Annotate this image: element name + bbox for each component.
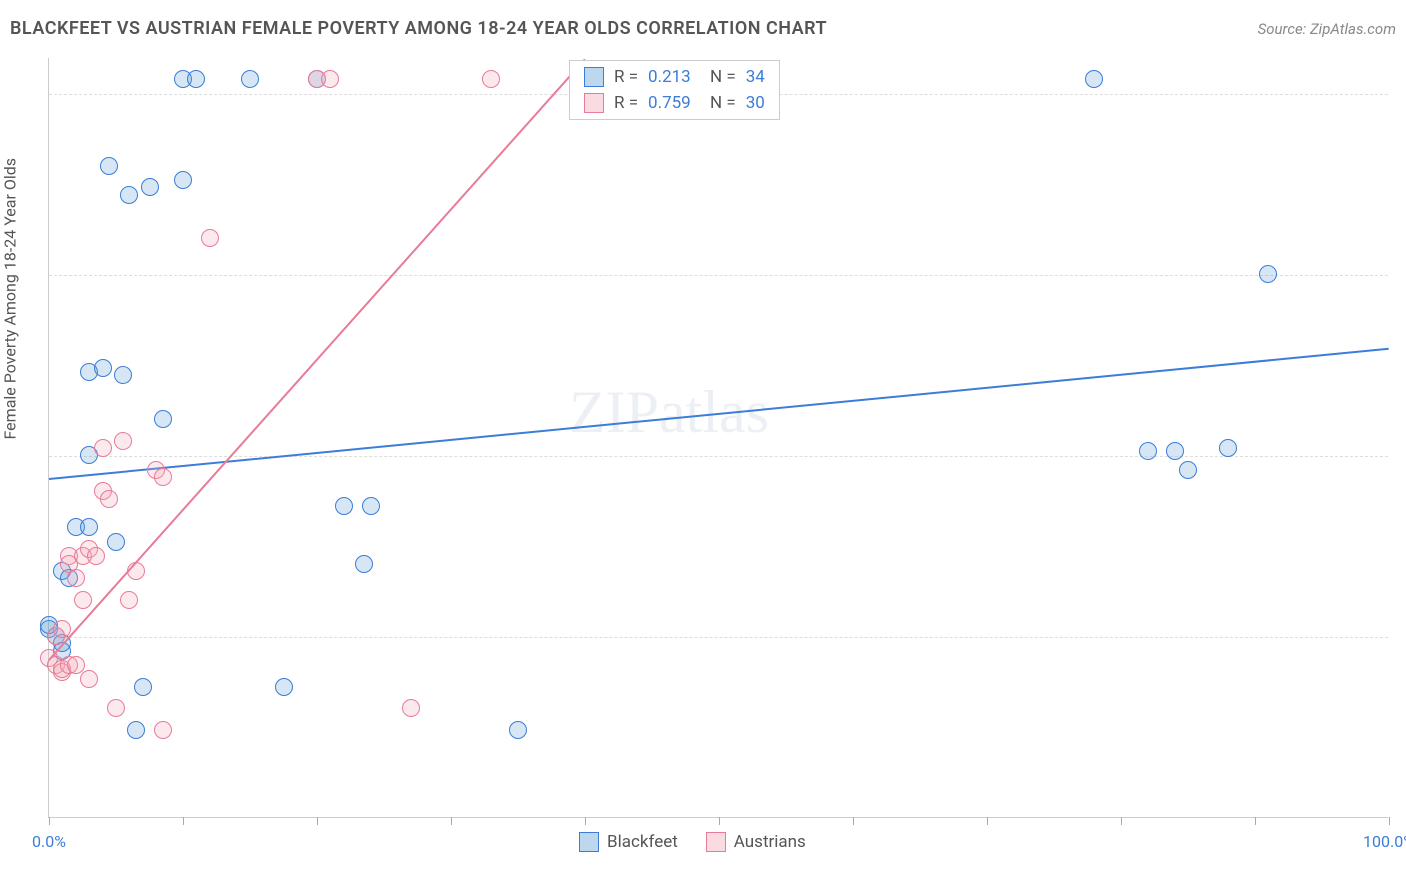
data-point [107, 699, 125, 717]
data-point [355, 555, 373, 573]
data-point [509, 721, 527, 739]
legend-swatch [584, 67, 604, 87]
x-tick-label: 100.0% [1363, 832, 1406, 851]
data-point [1259, 265, 1277, 283]
data-point [154, 721, 172, 739]
x-tick [987, 817, 988, 825]
n-label: N = [710, 67, 736, 87]
data-point [201, 229, 219, 247]
data-point [80, 518, 98, 536]
trend-line [48, 58, 585, 660]
legend-swatch [706, 832, 726, 852]
series-legend-item: Austrians [706, 832, 806, 852]
data-point [100, 157, 118, 175]
data-point [107, 533, 125, 551]
grid-line [49, 637, 1388, 638]
chart-title: BLACKFEET VS AUSTRIAN FEMALE POVERTY AMO… [10, 18, 827, 39]
data-point [94, 439, 112, 457]
x-tick-label: 0.0% [32, 832, 66, 851]
data-point [1139, 442, 1157, 460]
grid-line [49, 456, 1388, 457]
x-tick [1389, 817, 1390, 825]
data-point [94, 359, 112, 377]
data-point [362, 497, 380, 515]
y-axis-title: Female Poverty Among 18-24 Year Olds [1, 158, 20, 440]
data-point [80, 670, 98, 688]
r-value: 0.759 [648, 93, 700, 113]
series-name: Blackfeet [607, 832, 678, 852]
x-tick [585, 817, 586, 825]
x-tick [451, 817, 452, 825]
data-point [100, 490, 118, 508]
legend-swatch [584, 93, 604, 113]
source-label: Source: ZipAtlas.com [1258, 20, 1396, 38]
data-point [114, 366, 132, 384]
data-point [120, 186, 138, 204]
data-point [120, 591, 138, 609]
data-point [187, 70, 205, 88]
data-point [1179, 461, 1197, 479]
data-point [141, 178, 159, 196]
data-point [1219, 439, 1237, 457]
data-point [321, 70, 339, 88]
legend-swatch [579, 832, 599, 852]
correlation-legend-row: R = 0.213 N = 34 [584, 67, 765, 87]
data-point [1166, 442, 1184, 460]
data-point [154, 410, 172, 428]
data-point [154, 468, 172, 486]
data-point [67, 656, 85, 674]
x-tick [49, 817, 50, 825]
data-point [74, 591, 92, 609]
plot-area: ZIPatlas 25.0%50.0%75.0%100.0%0.0%100.0%… [48, 58, 1388, 818]
x-tick [853, 817, 854, 825]
data-point [402, 699, 420, 717]
series-name: Austrians [734, 832, 806, 852]
n-value: 30 [746, 93, 765, 113]
data-point [1085, 70, 1103, 88]
r-label: R = [614, 93, 638, 113]
data-point [482, 70, 500, 88]
x-tick [317, 817, 318, 825]
correlation-legend-row: R = 0.759 N = 30 [584, 93, 765, 113]
data-point [114, 432, 132, 450]
n-value: 34 [746, 67, 765, 87]
data-point [67, 569, 85, 587]
r-label: R = [614, 67, 638, 87]
grid-line [49, 275, 1388, 276]
data-point [127, 721, 145, 739]
series-legend-item: Blackfeet [579, 832, 678, 852]
data-point [241, 70, 259, 88]
data-point [174, 171, 192, 189]
r-value: 0.213 [648, 67, 700, 87]
data-point [335, 497, 353, 515]
x-tick [1255, 817, 1256, 825]
correlation-legend: R = 0.213 N = 34 R = 0.759 N = 30 [569, 60, 780, 120]
y-tick-label: 75.0% [1398, 266, 1406, 285]
y-tick-label: 50.0% [1398, 447, 1406, 466]
x-tick [183, 817, 184, 825]
data-point [275, 678, 293, 696]
chart-header: BLACKFEET VS AUSTRIAN FEMALE POVERTY AMO… [10, 18, 1396, 39]
x-tick [1121, 817, 1122, 825]
y-tick-label: 100.0% [1398, 85, 1406, 104]
x-tick [719, 817, 720, 825]
data-point [134, 678, 152, 696]
data-point [87, 547, 105, 565]
series-legend: Blackfeet Austrians [579, 832, 806, 852]
n-label: N = [710, 93, 736, 113]
y-tick-label: 25.0% [1398, 628, 1406, 647]
